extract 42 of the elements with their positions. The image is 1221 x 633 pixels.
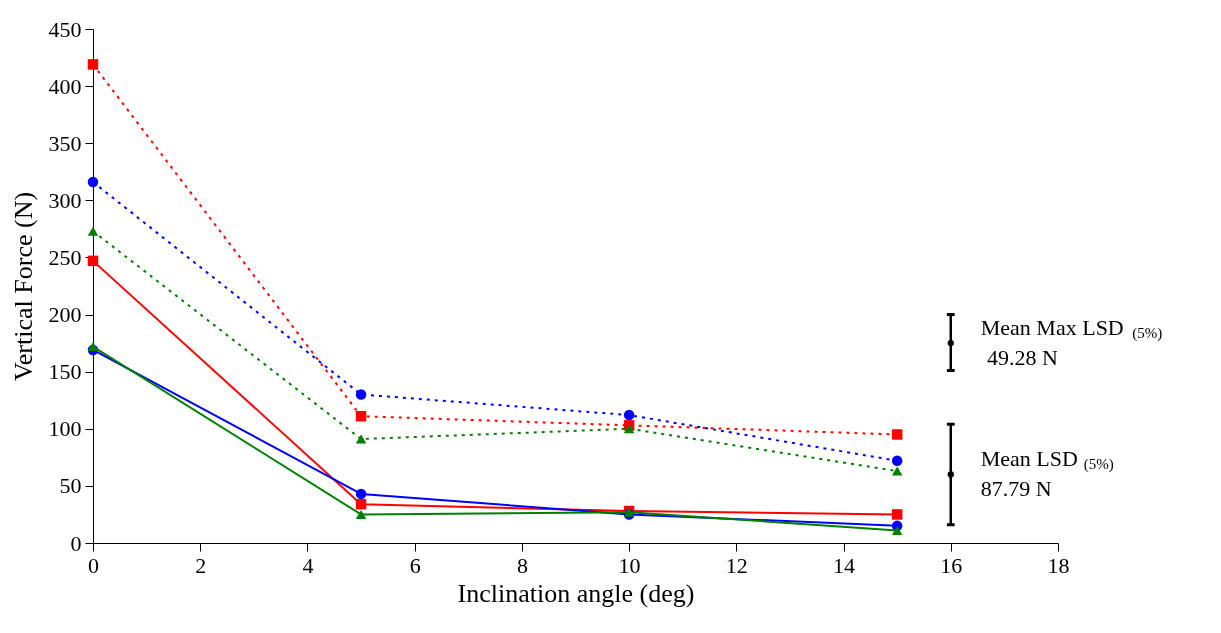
point bbox=[87, 342, 99, 352]
point bbox=[355, 498, 367, 510]
y-tick-label: 450 bbox=[48, 16, 82, 42]
y-axis-title: Vertical Force (N) bbox=[8, 191, 38, 382]
x-tick-label: 4 bbox=[302, 552, 314, 578]
point bbox=[891, 466, 903, 476]
x-tick-label: 14 bbox=[833, 552, 856, 578]
point bbox=[355, 434, 367, 444]
point bbox=[355, 410, 367, 422]
y-tick-label: 350 bbox=[48, 130, 82, 156]
x-tick-label: 8 bbox=[516, 552, 528, 578]
point bbox=[355, 488, 367, 500]
point bbox=[87, 226, 99, 236]
y-tick-label: 150 bbox=[48, 359, 82, 385]
y-tick-label: 100 bbox=[48, 416, 82, 442]
text: Mean Max LSD (5%) 49.28 N bbox=[980, 314, 1163, 370]
y-tick-label: 400 bbox=[48, 73, 82, 99]
x-tick-label: 6 bbox=[409, 552, 421, 578]
text: Mean LSD (5%) 87.79 N bbox=[980, 446, 1114, 502]
x-tick-label: 2 bbox=[195, 552, 207, 578]
x-tick-label: 10 bbox=[618, 552, 641, 578]
x-tick-label: 18 bbox=[1047, 552, 1070, 578]
x-axis-title: Inclination angle (deg) bbox=[457, 578, 695, 608]
x-tick-label: 12 bbox=[725, 552, 748, 578]
point bbox=[891, 455, 903, 466]
point bbox=[891, 509, 903, 520]
point bbox=[623, 424, 635, 434]
x-tick-label: 0 bbox=[88, 552, 99, 578]
point bbox=[87, 176, 99, 188]
point bbox=[87, 59, 99, 70]
x-tick-label: 16 bbox=[940, 552, 963, 578]
y-tick-label: 0 bbox=[70, 530, 82, 556]
y-tick-label: 50 bbox=[59, 473, 82, 499]
point bbox=[891, 525, 903, 535]
point bbox=[87, 255, 99, 267]
point bbox=[891, 429, 903, 440]
y-tick-label: 200 bbox=[48, 302, 82, 328]
point bbox=[623, 409, 635, 421]
point bbox=[355, 389, 367, 400]
y-tick-label: 250 bbox=[48, 244, 82, 270]
point bbox=[355, 509, 367, 519]
y-tick-label: 300 bbox=[48, 187, 82, 213]
